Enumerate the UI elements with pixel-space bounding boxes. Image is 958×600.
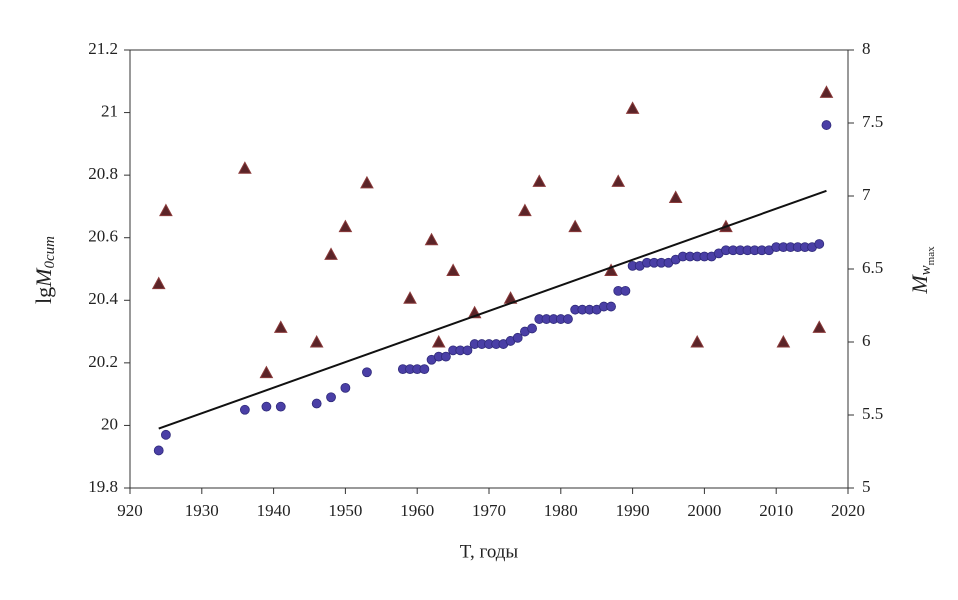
plot-frame — [129, 49, 849, 489]
triangle-point — [238, 161, 252, 174]
y-tick-label: 20.2 — [88, 352, 118, 371]
circle-point — [153, 445, 164, 456]
x-tick-label: 1970 — [472, 501, 506, 520]
triangle-point — [819, 85, 834, 98]
triangle-point — [403, 291, 417, 304]
y2-label-subsub: max — [925, 246, 937, 265]
y-tick-label: 20.8 — [88, 164, 118, 183]
x-tick-label: 1940 — [257, 501, 291, 520]
y2-tick-label: 8 — [862, 39, 871, 58]
triangle-point — [273, 320, 288, 333]
x-tick-label: 1950 — [328, 501, 362, 520]
circle-point — [821, 120, 832, 130]
triangle-point — [159, 203, 173, 217]
y2-tick-label: 7 — [862, 185, 871, 204]
circle-point — [326, 392, 336, 403]
triangle-point — [360, 175, 374, 189]
y-label-sub: 0cum — [42, 236, 58, 269]
circle-point — [311, 398, 322, 409]
x-tick-label: 920 — [117, 501, 143, 520]
triangle-point — [446, 263, 460, 276]
circle-point — [462, 345, 473, 356]
circle-point — [419, 364, 430, 375]
triangle-point — [338, 219, 353, 233]
y-label-main: M — [31, 267, 56, 288]
circle-point — [563, 314, 573, 324]
y-tick-label: 19.8 — [88, 477, 118, 496]
triangle-point — [431, 334, 446, 348]
circle-point — [261, 401, 272, 412]
triangle-point — [532, 174, 547, 187]
circle-point — [606, 301, 616, 312]
y2-tick-label: 5 — [862, 477, 871, 496]
y-tick-label: 21 — [101, 101, 118, 120]
triangle-point — [324, 247, 338, 260]
triangle-point — [424, 232, 439, 246]
y2-label-main: M — [907, 274, 932, 295]
triangle-point — [625, 101, 640, 114]
triangle-point — [690, 334, 705, 348]
circle-point — [814, 239, 825, 249]
triangle-point — [309, 334, 324, 348]
triangle-point — [668, 190, 683, 203]
circle-point — [512, 332, 523, 343]
triangle-point — [518, 203, 532, 217]
y-tick-label: 20.4 — [88, 289, 118, 308]
circle-point — [441, 351, 451, 362]
triangle-point — [568, 219, 583, 233]
x-tick-label: 2010 — [759, 501, 793, 520]
triangle-point — [604, 263, 618, 276]
x-axis-label: T, годы — [460, 541, 519, 562]
circle-point — [620, 285, 631, 296]
y-axis-label: lgM0cum — [31, 236, 58, 304]
y-tick-label: 20.6 — [88, 227, 118, 246]
triangle-point — [259, 365, 274, 379]
y-label-prefix: lg — [31, 287, 56, 304]
y2-tick-label: 5.5 — [862, 404, 883, 423]
circle-point — [340, 382, 351, 393]
x-tick-label: 1960 — [400, 501, 434, 520]
triangle-point — [611, 174, 626, 187]
x-tick-label: 1930 — [185, 501, 219, 520]
circle-point — [362, 367, 372, 378]
circle-point — [160, 429, 171, 440]
triangle-point — [812, 320, 827, 333]
circle-point — [527, 323, 537, 334]
x-tick-label: 1980 — [544, 501, 578, 520]
circle-point — [275, 401, 286, 412]
triangle-point — [151, 276, 166, 290]
x-tick-label: 2020 — [831, 501, 865, 520]
x-tick-label: 1990 — [616, 501, 650, 520]
y2-tick-label: 6 — [862, 331, 871, 350]
y2-tick-label: 7.5 — [862, 112, 883, 131]
y2-label-sub: w — [918, 265, 934, 275]
y-tick-label: 20 — [101, 414, 118, 433]
x-tick-label: 2000 — [687, 501, 721, 520]
y2-axis-label: Mwmax — [907, 246, 936, 295]
triangle-point — [776, 334, 791, 348]
circle-point — [239, 404, 250, 415]
y2-tick-label: 6.5 — [862, 258, 883, 277]
y-tick-label: 21.2 — [88, 39, 118, 58]
trend-line — [158, 189, 827, 430]
